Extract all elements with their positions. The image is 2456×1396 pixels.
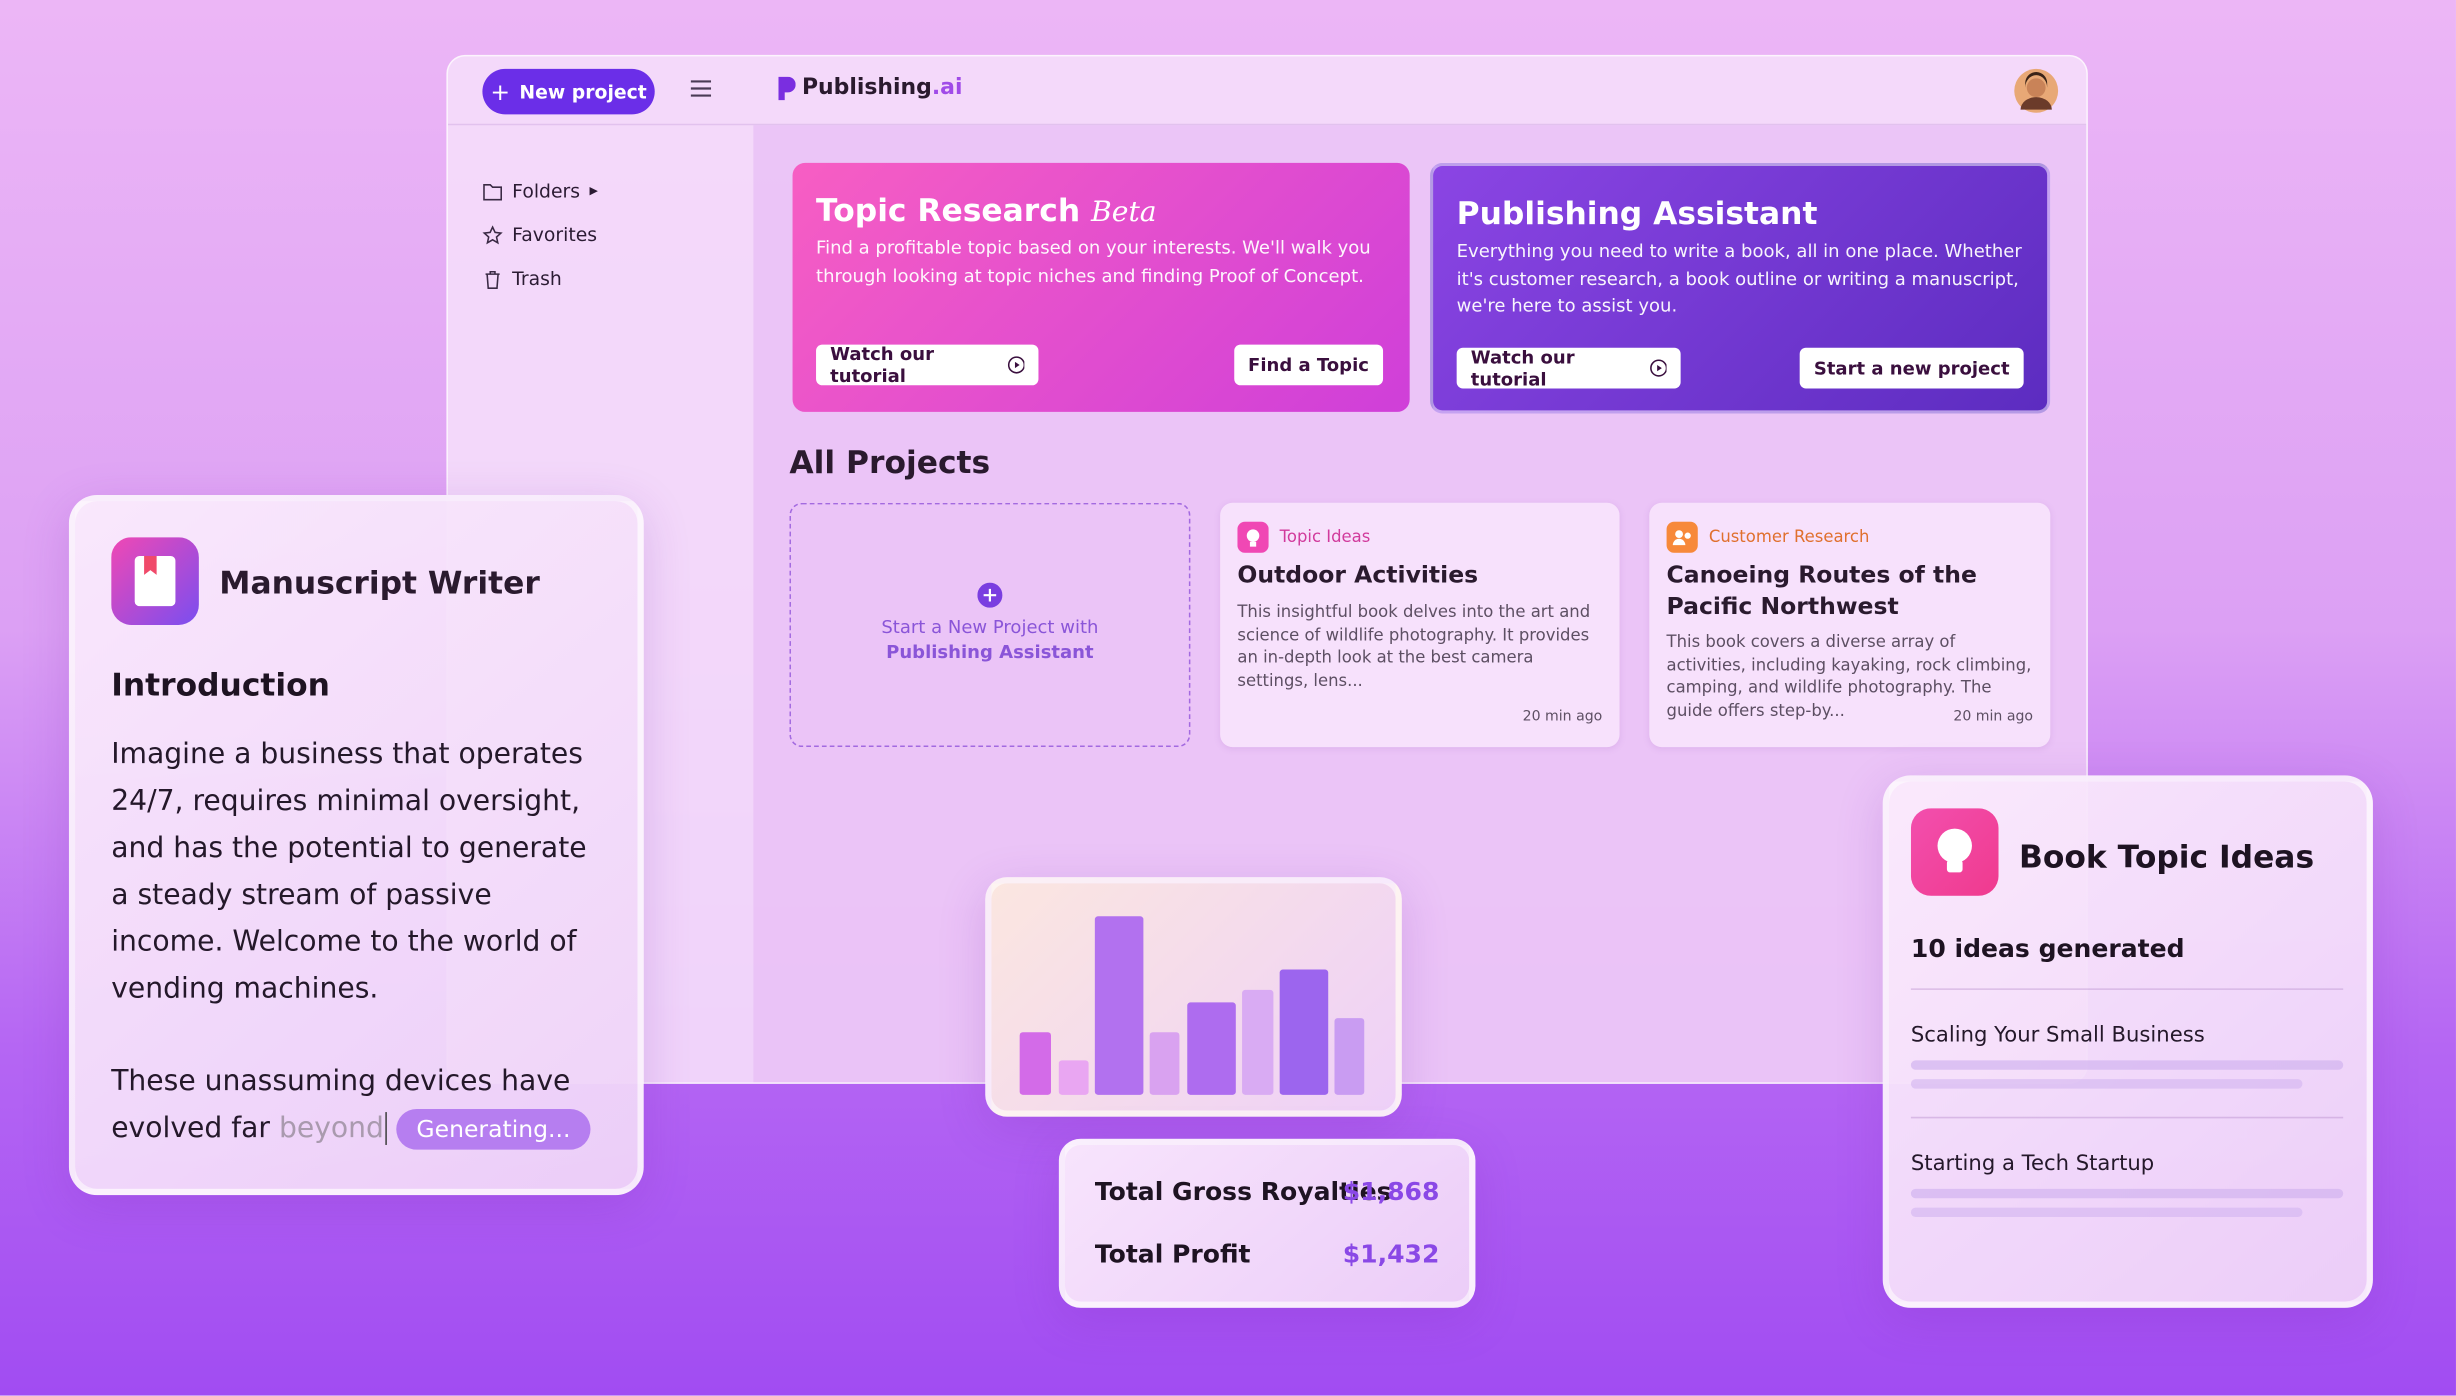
divider xyxy=(1910,1116,2344,1119)
tag-label: Customer Research xyxy=(1708,527,1870,547)
project-card[interactable]: Topic Ideas Outdoor Activities This insi… xyxy=(1220,502,1620,748)
manuscript-card: Manuscript Writer Introduction Imagine a… xyxy=(68,494,644,1196)
find-topic-button[interactable]: Find a Topic xyxy=(1233,344,1384,386)
manuscript-paragraph: Imagine a business that operates 24/7, r… xyxy=(111,737,587,1006)
tag-icon xyxy=(1666,521,1698,553)
placeholder-line xyxy=(1910,1060,2344,1070)
project-time: 20 min ago xyxy=(1953,709,2034,726)
tag-icon xyxy=(1237,521,1269,553)
topic-research-card: Topic Research Beta Find a profitable to… xyxy=(792,162,1410,412)
project-tag: Topic Ideas xyxy=(1237,521,1371,553)
avatar[interactable] xyxy=(2013,67,2060,114)
card-title: Book Topic Ideas xyxy=(2018,837,2315,876)
button-label: Start a new project xyxy=(1813,357,2010,380)
royalty-label: Total Profit xyxy=(1094,1238,1251,1269)
logo[interactable]: Publishing .ai xyxy=(778,75,963,101)
project-time: 20 min ago xyxy=(1522,709,1603,726)
card-title: Topic Research Beta xyxy=(816,191,1157,229)
card-description: Everything you need to write a book, all… xyxy=(1456,239,2022,317)
manuscript-heading: Introduction xyxy=(111,665,330,704)
plus-icon: + xyxy=(490,77,511,106)
project-description: This insightful book delves into the art… xyxy=(1237,603,1591,690)
new-card-line: Publishing Assistant xyxy=(886,640,1094,663)
tutorial-button[interactable]: Watch our tutorial xyxy=(1456,346,1681,391)
new-card-line: Start a New Project with xyxy=(881,615,1099,638)
paragraph-text: These unassuming devices have evolved fa… xyxy=(111,1065,571,1145)
trash-icon xyxy=(485,270,500,289)
top-bar: + New project Publishing .ai xyxy=(447,56,2087,126)
royalty-value: $1,432 xyxy=(1342,1238,1440,1269)
placeholder-line xyxy=(1910,1188,2344,1199)
sidebar-label: Favorites xyxy=(512,223,598,246)
idea-item[interactable]: Scaling Your Small Business xyxy=(1910,1022,2205,1048)
cursor xyxy=(385,1112,388,1145)
section-heading: All Projects xyxy=(789,443,991,481)
chart-card xyxy=(985,877,1402,1117)
start-project-button[interactable]: Start a new project xyxy=(1799,347,2024,389)
generating-pill: Generating... xyxy=(396,1108,591,1150)
publishing-assistant-card: Publishing Assistant Everything you need… xyxy=(1430,162,2051,414)
star-icon xyxy=(482,224,503,244)
project-card[interactable]: Customer Research Canoeing Routes of the… xyxy=(1649,502,2051,748)
button-label: Find a Topic xyxy=(1248,353,1369,376)
ideas-count: 10 ideas generated xyxy=(1910,933,2185,964)
ghost-text: beyond xyxy=(278,1112,384,1145)
sidebar-item[interactable]: Favorites xyxy=(482,224,597,246)
project-title: Canoeing Routes of the Pacific Northwest xyxy=(1666,560,1977,621)
manuscript-icon xyxy=(111,537,199,625)
menu-icon[interactable] xyxy=(690,80,712,97)
sidebar-item[interactable]: Folders ▶ xyxy=(482,180,598,203)
project-tag: Customer Research xyxy=(1666,521,1870,553)
sidebar-label: Trash xyxy=(512,267,562,290)
royalty-label: Total Gross Royalties xyxy=(1094,1176,1392,1207)
beta-badge: Beta xyxy=(1091,195,1157,229)
new-project-button[interactable]: + New project xyxy=(482,68,655,115)
project-title: Outdoor Activities xyxy=(1237,560,1479,589)
play-icon xyxy=(1650,359,1667,377)
divider xyxy=(1910,988,2344,990)
card-title-text: Topic Research xyxy=(816,191,1081,229)
placeholder-line xyxy=(1910,1079,2303,1089)
royalties-card: Total Gross Royalties $1,868 Total Profi… xyxy=(1058,1138,1476,1308)
idea-item[interactable]: Starting a Tech Startup xyxy=(1910,1151,2155,1177)
button-label: Watch our tutorial xyxy=(1470,346,1575,391)
button-label: Watch our tutorial xyxy=(830,343,935,387)
sidebar-label: Folders xyxy=(512,180,581,203)
sidebar-item[interactable]: Trash xyxy=(482,267,562,290)
royalty-value: $1,868 xyxy=(1342,1176,1440,1207)
tag-label: Topic Ideas xyxy=(1279,527,1371,547)
tutorial-button[interactable]: Watch our tutorial xyxy=(816,343,1039,387)
book-topics-card: Book Topic Ideas 10 ideas generated Scal… xyxy=(1882,775,2373,1308)
card-title: Manuscript Writer xyxy=(219,563,540,602)
bulb-icon xyxy=(1910,808,1999,896)
caret: ▶ xyxy=(589,184,598,198)
card-description: Find a profitable topic based on your in… xyxy=(816,236,1371,286)
logo-mark xyxy=(778,75,796,100)
manuscript-paragraph: These unassuming devices have evolved fa… xyxy=(111,1059,612,1153)
app-window: + New project Publishing .ai Folders ▶ Favo… xyxy=(446,54,2088,1084)
new-project-card[interactable]: Start a New Project with Publishing Assi… xyxy=(789,502,1191,748)
logo-text: Publishing xyxy=(801,75,932,101)
placeholder-line xyxy=(1910,1207,2303,1218)
new-project-label: New project xyxy=(519,80,647,103)
project-description: This book covers a diverse array of acti… xyxy=(1666,632,2032,720)
play-icon xyxy=(1008,356,1025,374)
decorative-bars xyxy=(1019,916,1365,1095)
logo-suffix: .ai xyxy=(931,75,963,101)
card-title: Publishing Assistant xyxy=(1456,194,1818,232)
folder-icon xyxy=(483,183,502,200)
plus-circle xyxy=(977,582,1003,608)
